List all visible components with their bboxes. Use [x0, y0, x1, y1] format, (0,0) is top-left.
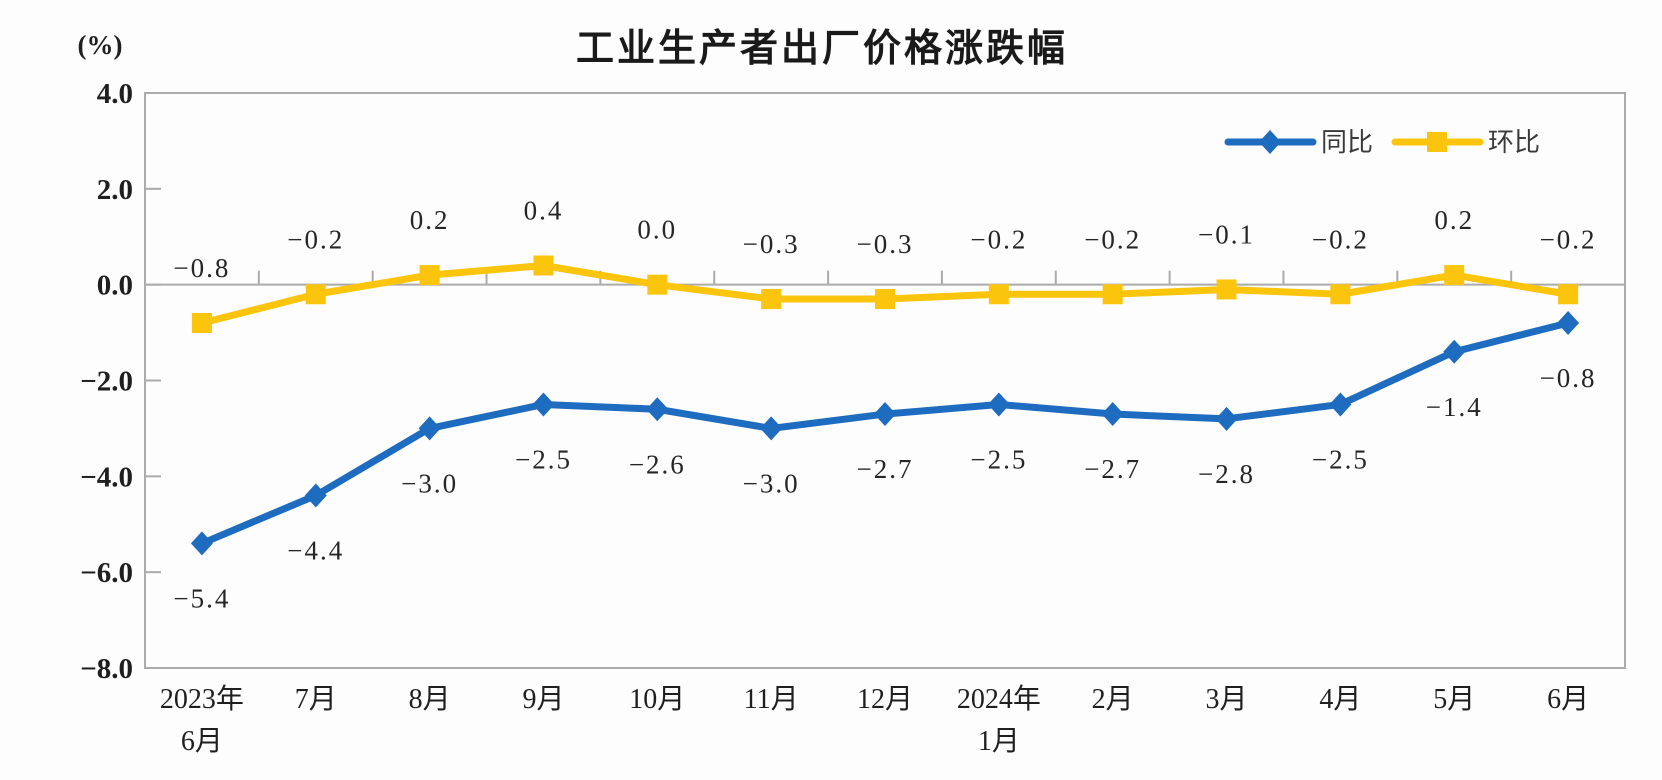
- x-axis-category-label: 9月: [522, 684, 564, 715]
- data-label-yoy: −3.0: [743, 468, 800, 498]
- data-label-yoy: −2.6: [629, 449, 686, 479]
- chart-title: 工业生产者出厂价格涨跌幅: [576, 28, 1068, 70]
- y-axis-tick-label: −4.0: [80, 461, 133, 493]
- y-axis-tick-label: 4.0: [97, 78, 133, 110]
- marker-square-icon: [1444, 265, 1465, 286]
- marker-diamond-icon: [532, 392, 555, 417]
- data-label-mom: −0.3: [743, 229, 800, 259]
- marker-diamond-icon: [1101, 402, 1124, 427]
- x-axis-category-label: 10月: [629, 684, 685, 715]
- data-label-mom: −0.8: [173, 253, 230, 283]
- y-axis-tick-label: 0.0: [97, 270, 133, 302]
- y-axis-tick-label: −8.0: [80, 653, 133, 685]
- series-lines: [190, 255, 1580, 556]
- marker-diamond-icon: [646, 397, 669, 422]
- data-label-mom: −0.3: [857, 229, 914, 259]
- marker-square-icon: [1102, 284, 1123, 305]
- data-label-mom: −0.2: [287, 224, 344, 254]
- marker-square-icon: [305, 284, 326, 305]
- marker-square-icon: [191, 313, 212, 333]
- data-labels: −5.4 −4.4 −3.0 −2.5 −2.6 −3.0 −2.7 −2.5 −2.7 −2.8…: [173, 196, 1597, 614]
- x-axis-category-label: 5月: [1433, 684, 1475, 715]
- marker-diamond-icon: [1215, 406, 1238, 431]
- data-label-yoy: −2.7: [1084, 454, 1141, 484]
- marker-diamond-icon: [1329, 392, 1352, 417]
- data-label-mom: 0.2: [410, 205, 450, 235]
- marker-diamond-icon: [304, 483, 327, 508]
- x-axis-category-label: 11月: [744, 684, 799, 715]
- marker-square-icon: [1330, 284, 1351, 305]
- x-axis-category-label: 6月: [1547, 684, 1589, 715]
- marker-diamond-icon: [987, 392, 1010, 417]
- marker-square-icon: [1216, 279, 1237, 300]
- data-label-yoy: −2.8: [1198, 459, 1255, 489]
- data-label-yoy: −2.7: [857, 454, 914, 484]
- data-label-mom: −0.2: [1084, 224, 1141, 254]
- data-label-yoy: −2.5: [970, 444, 1027, 474]
- data-label-mom: 0.4: [524, 196, 564, 226]
- x-axis-category-label: 7月: [295, 684, 337, 715]
- marker-square-icon: [647, 274, 668, 295]
- marker-diamond-icon: [1443, 339, 1466, 364]
- marker-square-icon: [1558, 284, 1579, 305]
- x-axis-category-label: 6月: [181, 726, 223, 757]
- data-label-yoy: −5.4: [173, 583, 230, 613]
- marker-square-icon: [533, 255, 554, 276]
- marker-diamond-icon: [190, 531, 213, 556]
- y-axis-unit-label: (%): [78, 30, 123, 60]
- data-label-mom: −0.2: [970, 224, 1027, 254]
- data-label-yoy: −2.5: [1312, 444, 1369, 474]
- legend-marker-diamond-icon: [1259, 130, 1281, 154]
- legend-item-yoy: 同比: [1224, 128, 1373, 157]
- x-axis-category-label: 2023年: [160, 683, 244, 715]
- marker-square-icon: [419, 265, 440, 286]
- marker-diamond-icon: [874, 402, 896, 427]
- data-label-mom: 0.0: [637, 215, 677, 245]
- marker-square-icon: [988, 284, 1009, 305]
- data-label-yoy: −1.4: [1426, 392, 1483, 422]
- marker-diamond-icon: [418, 416, 441, 441]
- marker-diamond-icon: [1557, 311, 1580, 335]
- x-axis-category-label: 1月: [978, 726, 1020, 757]
- legend: 同比 环比: [1224, 128, 1540, 157]
- marker-diamond-icon: [760, 416, 783, 441]
- data-label-mom: −0.2: [1540, 224, 1597, 254]
- x-axis-category-label: 4月: [1319, 684, 1361, 715]
- legend-label-yoy: 同比: [1321, 128, 1373, 157]
- data-label-yoy: −3.0: [401, 468, 458, 498]
- series-line-yoy: [198, 319, 1572, 547]
- marker-square-icon: [875, 289, 895, 310]
- data-label-yoy: −2.5: [515, 444, 572, 474]
- y-axis-tick-label: −2.0: [80, 366, 133, 398]
- marker-square-icon: [761, 289, 782, 310]
- x-axis-category-label: 2024年: [957, 683, 1041, 715]
- data-label-mom: 0.2: [1434, 205, 1474, 235]
- data-label-mom: −0.2: [1312, 224, 1369, 254]
- y-axis-tick-label: 2.0: [97, 174, 133, 206]
- legend-item-mom: 环比: [1391, 128, 1540, 157]
- x-axis-category-label: 3月: [1206, 684, 1248, 715]
- x-axis-category-label: 2月: [1092, 684, 1134, 715]
- legend-label-mom: 环比: [1488, 128, 1540, 157]
- y-axis-tick-label: −6.0: [80, 557, 133, 589]
- x-axis-category-label: 12月: [857, 684, 913, 715]
- legend-marker-square-icon: [1427, 132, 1447, 152]
- data-label-mom: −0.1: [1198, 219, 1255, 249]
- x-axis-category-label: 8月: [409, 684, 451, 715]
- plot-border: [144, 92, 1626, 669]
- data-label-yoy: −4.4: [287, 536, 344, 566]
- data-label-yoy: −0.8: [1540, 363, 1597, 393]
